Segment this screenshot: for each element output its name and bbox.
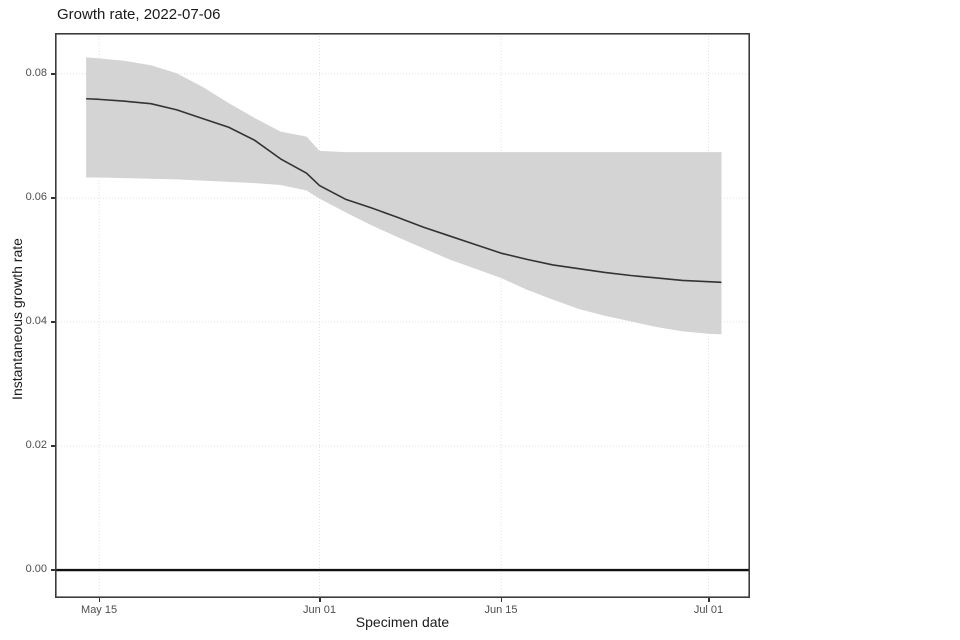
x-tick-label: Jul 01 [693, 604, 724, 616]
y-tick-mark [51, 569, 55, 571]
y-tick-mark [51, 321, 55, 323]
x-tick-label: Jun 01 [302, 604, 337, 616]
x-tick-mark [98, 598, 101, 602]
y-tick-mark [51, 197, 55, 199]
chart-title: Growth rate, 2022-07-06 [57, 6, 221, 23]
y-tick-label: 0.06 [25, 190, 47, 203]
x-tick-label: May 15 [81, 604, 118, 616]
y-tick-label: 0.08 [25, 66, 47, 79]
y-tick-mark [51, 445, 55, 447]
confidence-ribbon [86, 57, 722, 335]
x-tick-mark [500, 598, 503, 602]
panel-border [55, 33, 750, 598]
y-tick-label: 0.02 [25, 439, 47, 452]
x-tick-mark [708, 598, 710, 602]
x-axis-title: Specimen date [355, 614, 450, 630]
y-tick-mark [51, 73, 55, 75]
y-tick-label: 0.04 [25, 315, 47, 327]
growth-rate-line [86, 97, 722, 284]
plot-panel [55, 33, 750, 598]
x-tick-mark [319, 598, 321, 602]
x-tick-label: Jun 15 [484, 604, 518, 616]
y-tick-label: 0.00 [25, 563, 47, 576]
